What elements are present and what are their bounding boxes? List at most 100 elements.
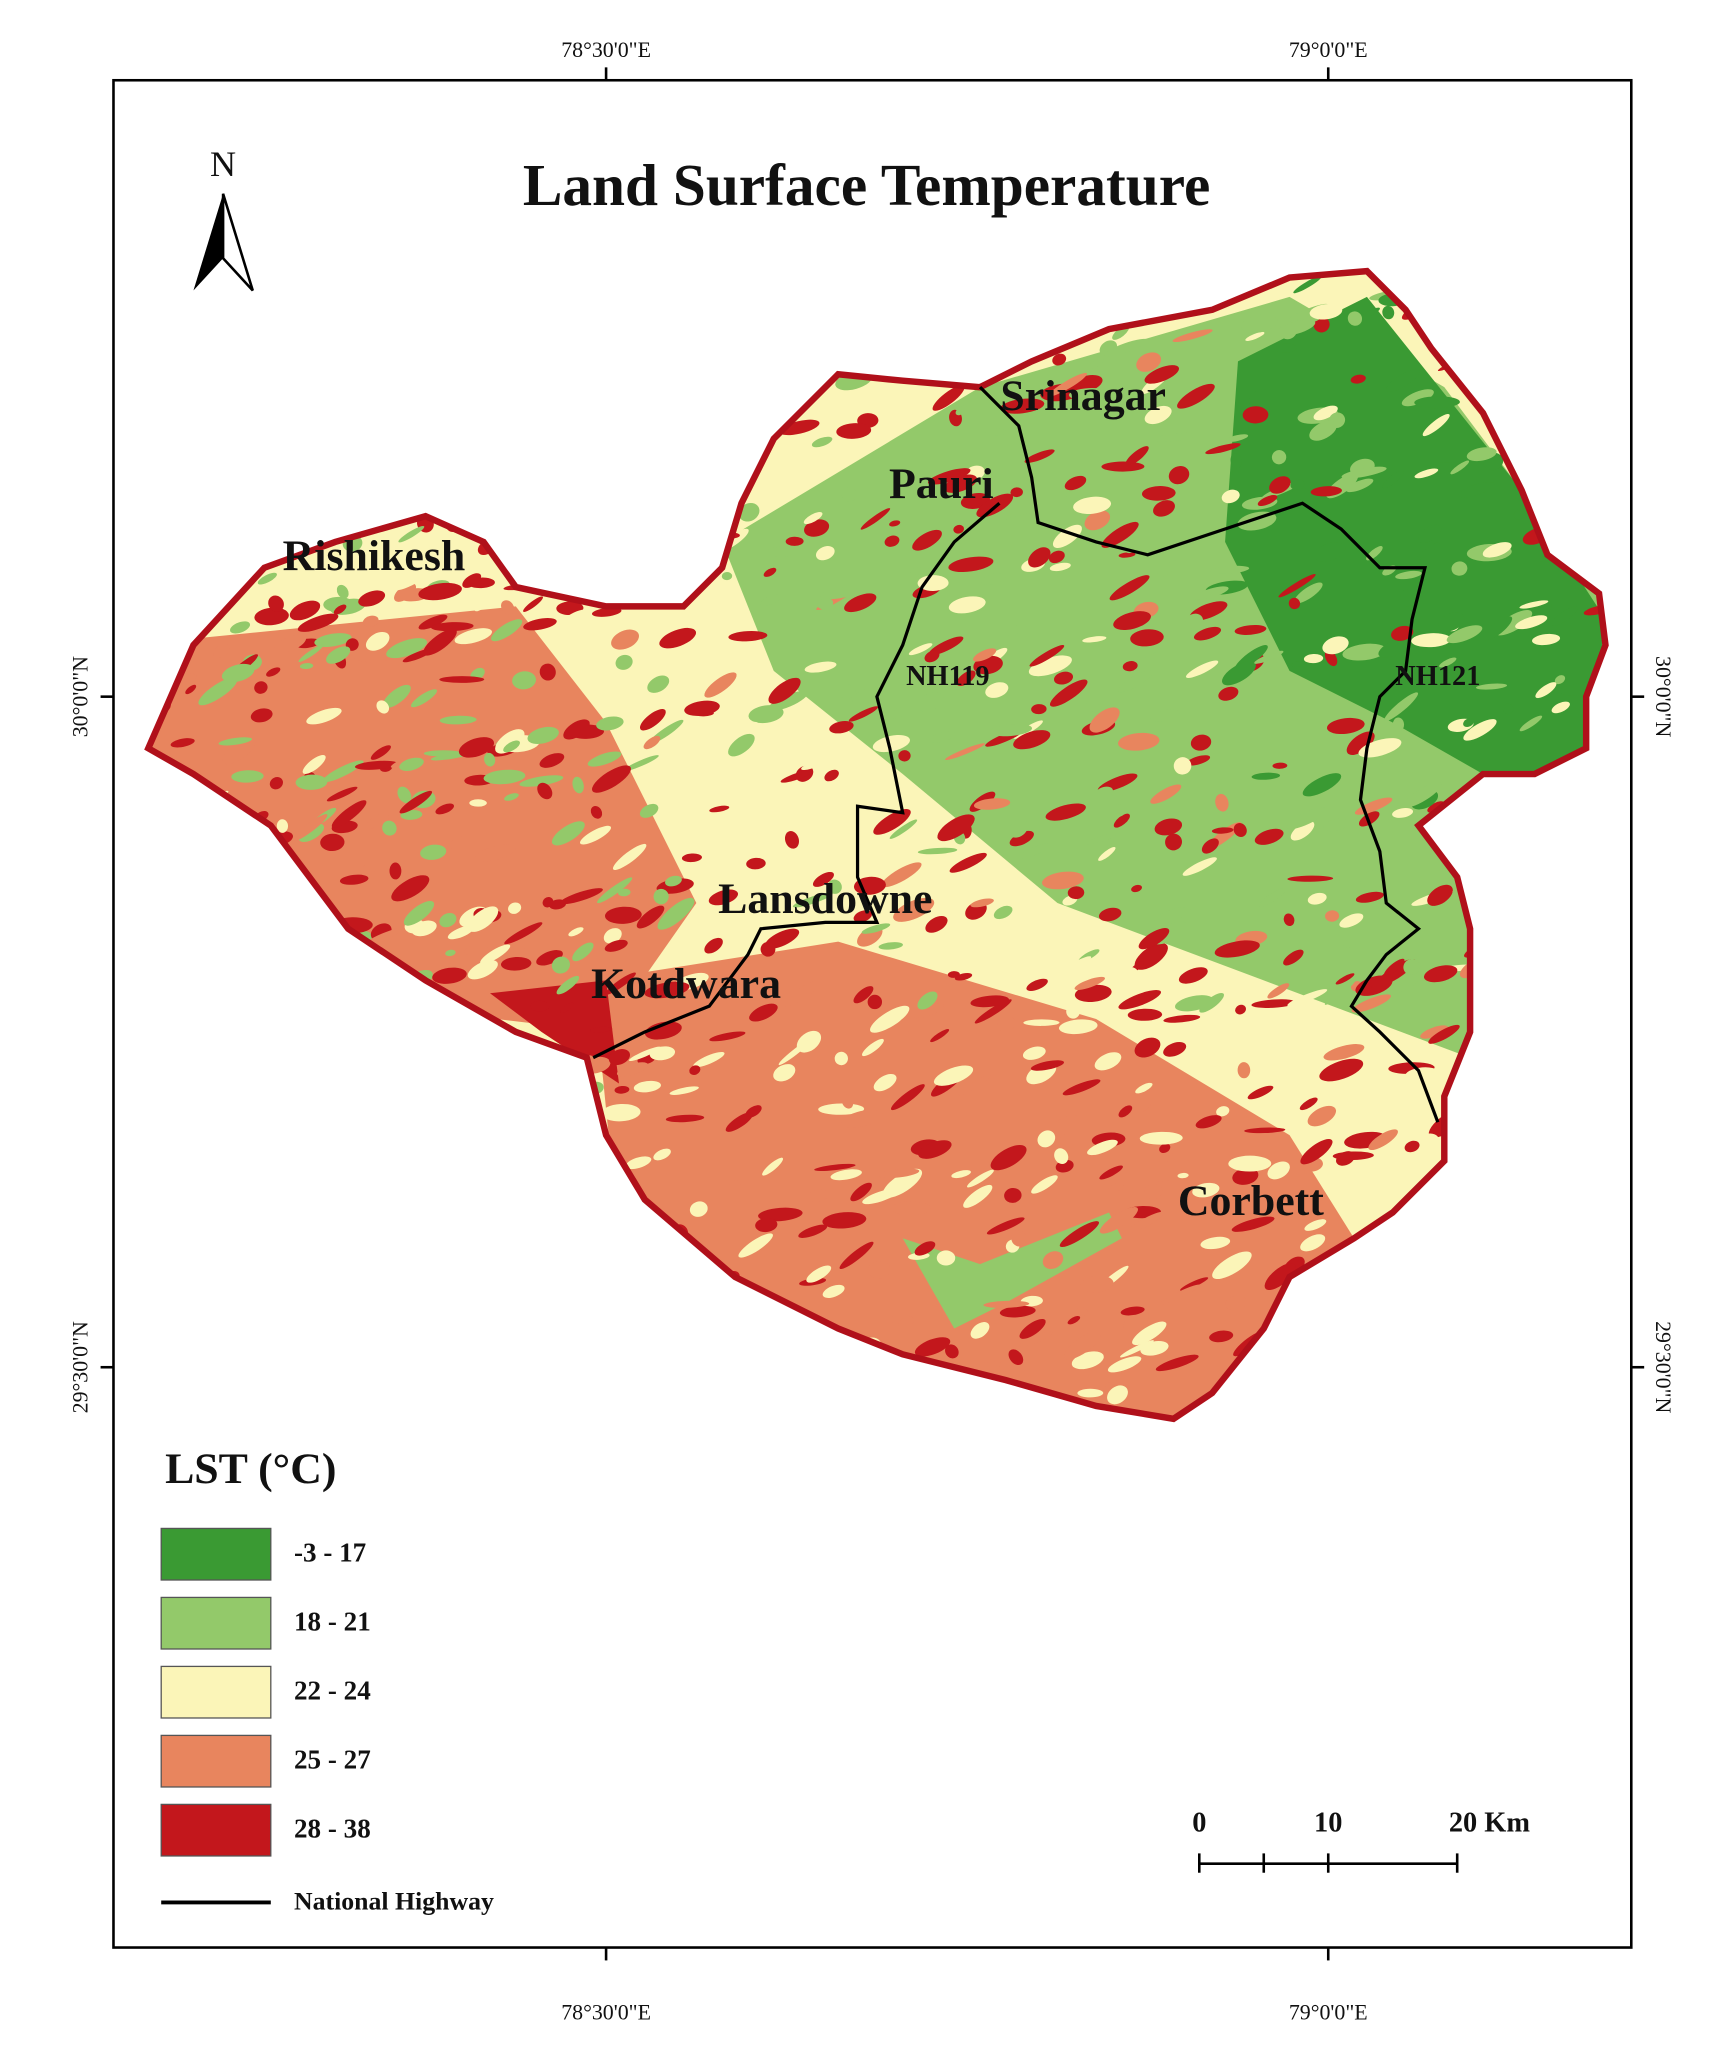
lst-patch: [505, 1228, 543, 1255]
lst-patch: [1475, 787, 1495, 804]
lst-patch: [556, 254, 573, 269]
lst-patch: [890, 1084, 925, 1111]
lst-patch: [905, 840, 932, 853]
lst-patch: [299, 1101, 340, 1120]
lst-patch: [185, 684, 197, 695]
lst-patch: [716, 1415, 739, 1419]
lst-patch: [1322, 636, 1349, 655]
lst-patch: [560, 1002, 574, 1014]
lst-patch: [1309, 303, 1343, 320]
lst-patch: [1334, 1412, 1359, 1419]
lst-patch: [351, 458, 372, 476]
lst-patch: [389, 271, 406, 272]
lst-patch: [408, 1117, 436, 1134]
lst-patch: [1460, 797, 1478, 805]
graticule-label: 79°0'0"E: [1289, 37, 1368, 62]
lst-patch: [233, 467, 268, 489]
lst-patch: [367, 1092, 405, 1106]
lst-patch: [587, 751, 622, 767]
lst-patch: [1233, 823, 1247, 838]
lst-patch: [454, 628, 492, 645]
lst-patch: [860, 508, 891, 530]
lst-patch: [268, 595, 284, 612]
lst-patch: [1540, 940, 1573, 960]
lst-patch: [1084, 510, 1111, 531]
lst-patch: [951, 1170, 971, 1179]
lst-patch: [1551, 441, 1568, 457]
lst-patch: [365, 462, 397, 482]
lst-patch: [867, 1261, 891, 1279]
lst-patch: [1485, 1286, 1514, 1306]
lst-patch: [954, 972, 973, 981]
lst-patch: [1540, 857, 1565, 867]
lst-patch: [527, 726, 559, 744]
lst-patch: [254, 681, 268, 694]
lst-patch: [514, 277, 547, 304]
lst-patch: [586, 1387, 605, 1406]
lst-patch: [251, 1273, 276, 1291]
lst-patch: [1565, 349, 1578, 362]
lst-patch: [148, 846, 159, 854]
lst-patch: [768, 677, 801, 704]
lst-patch: [1225, 434, 1249, 442]
lst-patch: [261, 485, 300, 495]
lst-patch: [689, 1201, 708, 1217]
lst-patch: [1177, 1172, 1189, 1179]
lst-patch: [1461, 1063, 1487, 1075]
lst-patch: [647, 461, 660, 472]
lst-patch: [1513, 1314, 1554, 1322]
lst-patch: [1117, 670, 1153, 693]
lst-patch: [379, 1147, 396, 1162]
lst-patch: [916, 692, 944, 712]
lst-patch: [420, 1186, 457, 1211]
lst-patch: [760, 594, 782, 606]
lst-patch: [289, 422, 320, 440]
lst-patch: [500, 956, 532, 971]
lst-patch: [1144, 365, 1179, 384]
lst-patch: [167, 1009, 195, 1028]
lst-patch: [612, 843, 647, 871]
lst-patch: [490, 395, 530, 425]
lst-patch: [481, 396, 519, 419]
lst-patch: [284, 1217, 310, 1234]
lst-patch: [148, 1101, 181, 1109]
lst-patch: [303, 1046, 348, 1059]
lst-patch: [413, 1239, 444, 1255]
lst-patch: [1086, 833, 1118, 845]
lst-patch: [522, 426, 550, 443]
lst-patch: [354, 760, 398, 770]
lst-patch: [371, 1052, 392, 1070]
lst-patch: [889, 520, 901, 527]
lst-patch: [1167, 1151, 1189, 1170]
lst-patch: [739, 1382, 765, 1393]
place-label: Kotdwara: [591, 960, 781, 1008]
lst-patch: [467, 906, 499, 932]
lst-patch: [695, 460, 717, 470]
lst-patch: [989, 723, 1033, 737]
lst-patch: [1570, 525, 1606, 544]
lst-patch: [558, 386, 595, 411]
lst-patch: [1468, 873, 1492, 890]
lst-patch: [1290, 821, 1315, 841]
lst-patch: [873, 1424, 891, 1440]
lst-patch: [891, 1201, 931, 1216]
graticule-label: 29°30'0"N: [1651, 1321, 1676, 1413]
lst-patch: [309, 1159, 333, 1174]
lst-patch: [811, 1344, 824, 1351]
lst-patch: [582, 271, 612, 290]
lst-patch: [674, 538, 689, 555]
lst-patch: [1446, 625, 1483, 644]
lst-patch: [1525, 1272, 1553, 1293]
lst-patch: [1348, 1306, 1361, 1319]
lst-patch: [314, 633, 352, 647]
lst-patch: [1274, 343, 1297, 353]
lst-patch: [936, 1250, 956, 1266]
lst-patch: [175, 1113, 206, 1131]
lst-patch: [341, 1323, 377, 1332]
lst-patch: [336, 1146, 369, 1165]
lst-patch: [1492, 954, 1523, 969]
lst-patch: [389, 1305, 404, 1312]
lst-patch: [323, 596, 354, 613]
lst-patch: [671, 311, 691, 323]
lst-patch: [1369, 1236, 1397, 1246]
